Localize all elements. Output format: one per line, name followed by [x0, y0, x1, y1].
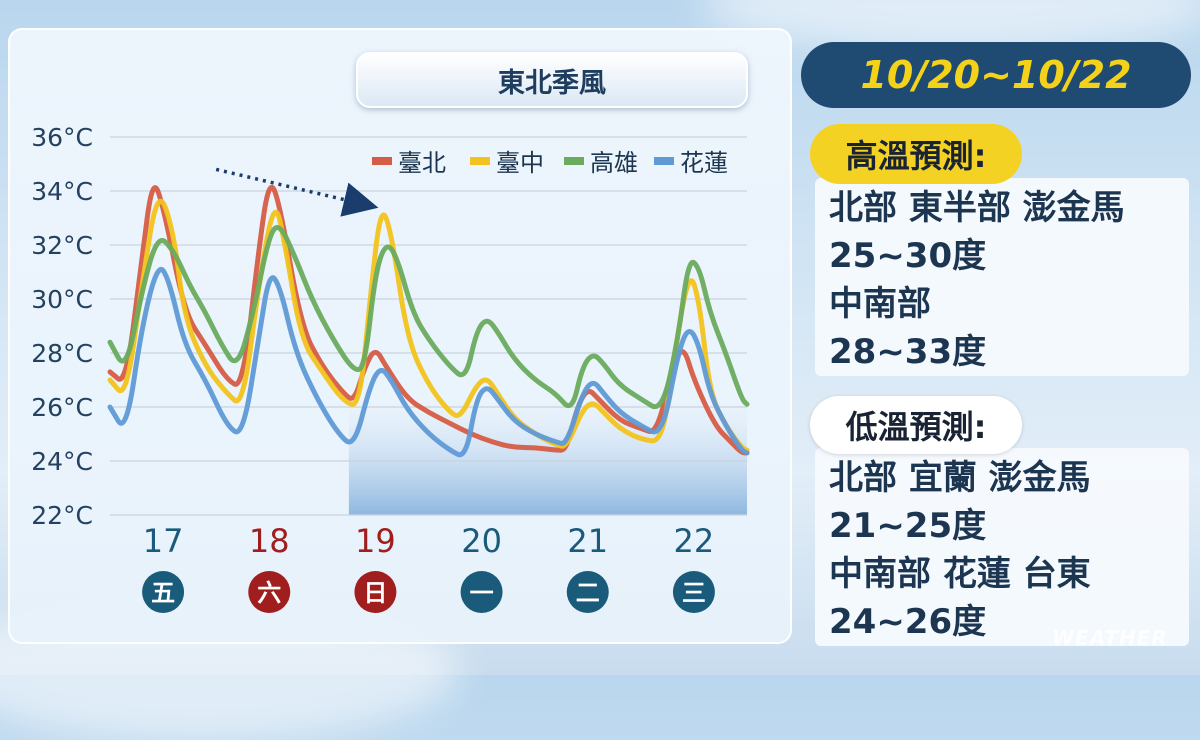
weekday-badge [460, 571, 503, 613]
high-temp-line: 北部 東半部 澎金馬 [829, 188, 1125, 228]
date-range-banner: 10/20~10/22 [801, 42, 1191, 108]
weekday-label: 二 [576, 579, 600, 607]
trend-arrow [215, 167, 379, 217]
y-tick-label: 32°C [31, 231, 93, 260]
low-temp-line: 21~25度 [829, 506, 987, 546]
high-temp-line: 28~33度 [829, 332, 987, 372]
weekday-badge [248, 571, 291, 613]
legend-swatch-臺中 [470, 157, 490, 165]
legend-label-臺中: 臺中 [496, 149, 544, 177]
weekday-label: 三 [682, 579, 706, 607]
temperature-line-chart: 22°C 24°C 26°C 28°C 30°C 32°C 34°C 36°C 臺北 臺中 高雄 花蓮… [31, 123, 750, 613]
weekday-label: 一 [470, 579, 494, 607]
low-temp-box: 北部 宜蘭 澎金馬 21~25度 中南部 花蓮 台東 24~26度 [815, 448, 1189, 646]
x-tick-label: 21 [567, 522, 608, 560]
watermark: WEATHER [1052, 626, 1168, 650]
weekday-badge [354, 571, 397, 613]
low-temp-line: 24~26度 [829, 602, 987, 642]
x-tick-label: 19 [355, 522, 396, 560]
weekday-label: 五 [151, 579, 175, 607]
weekday-label: 六 [257, 579, 281, 607]
legend-label-臺北: 臺北 [398, 149, 446, 177]
forecast-shade [348, 401, 747, 515]
legend-swatch-臺北 [372, 157, 392, 165]
weekday-badge [566, 571, 609, 613]
y-tick-label: 24°C [31, 447, 93, 476]
chart-title: 東北季風 [356, 52, 748, 108]
y-tick-label: 30°C [31, 285, 93, 314]
low-temp-line: 北部 宜蘭 澎金馬 [829, 458, 1091, 498]
high-temp-line: 中南部 [829, 284, 931, 324]
y-tick-label: 22°C [31, 501, 93, 530]
y-tick-label: 26°C [31, 393, 93, 422]
series-line-花蓮 [107, 267, 750, 458]
weekday-badge [672, 571, 715, 613]
legend-swatch-高雄 [564, 157, 584, 165]
legend-label-高雄: 高雄 [590, 149, 638, 177]
legend-swatch-花蓮 [654, 157, 674, 165]
weekday-badge [142, 571, 185, 613]
x-tick-label: 20 [461, 522, 502, 560]
legend-label-花蓮: 花蓮 [680, 149, 728, 177]
low-temp-line: 中南部 花蓮 台東 [829, 554, 1091, 594]
y-tick-label: 34°C [31, 177, 93, 206]
low-temp-tag: 低溫預測: [810, 396, 1022, 454]
high-temp-box: 北部 東半部 澎金馬 25~30度 中南部 28~33度 [815, 178, 1189, 376]
series-line-高雄 [107, 225, 750, 410]
y-tick-label: 28°C [31, 339, 93, 368]
x-tick-label: 22 [674, 522, 715, 560]
high-temp-tag: 高溫預測: [810, 124, 1022, 184]
y-tick-label: 36°C [31, 123, 93, 152]
x-tick-label: 18 [249, 522, 290, 560]
high-temp-line: 25~30度 [829, 236, 987, 276]
x-tick-label: 17 [143, 522, 184, 560]
weekday-label: 日 [363, 579, 387, 607]
